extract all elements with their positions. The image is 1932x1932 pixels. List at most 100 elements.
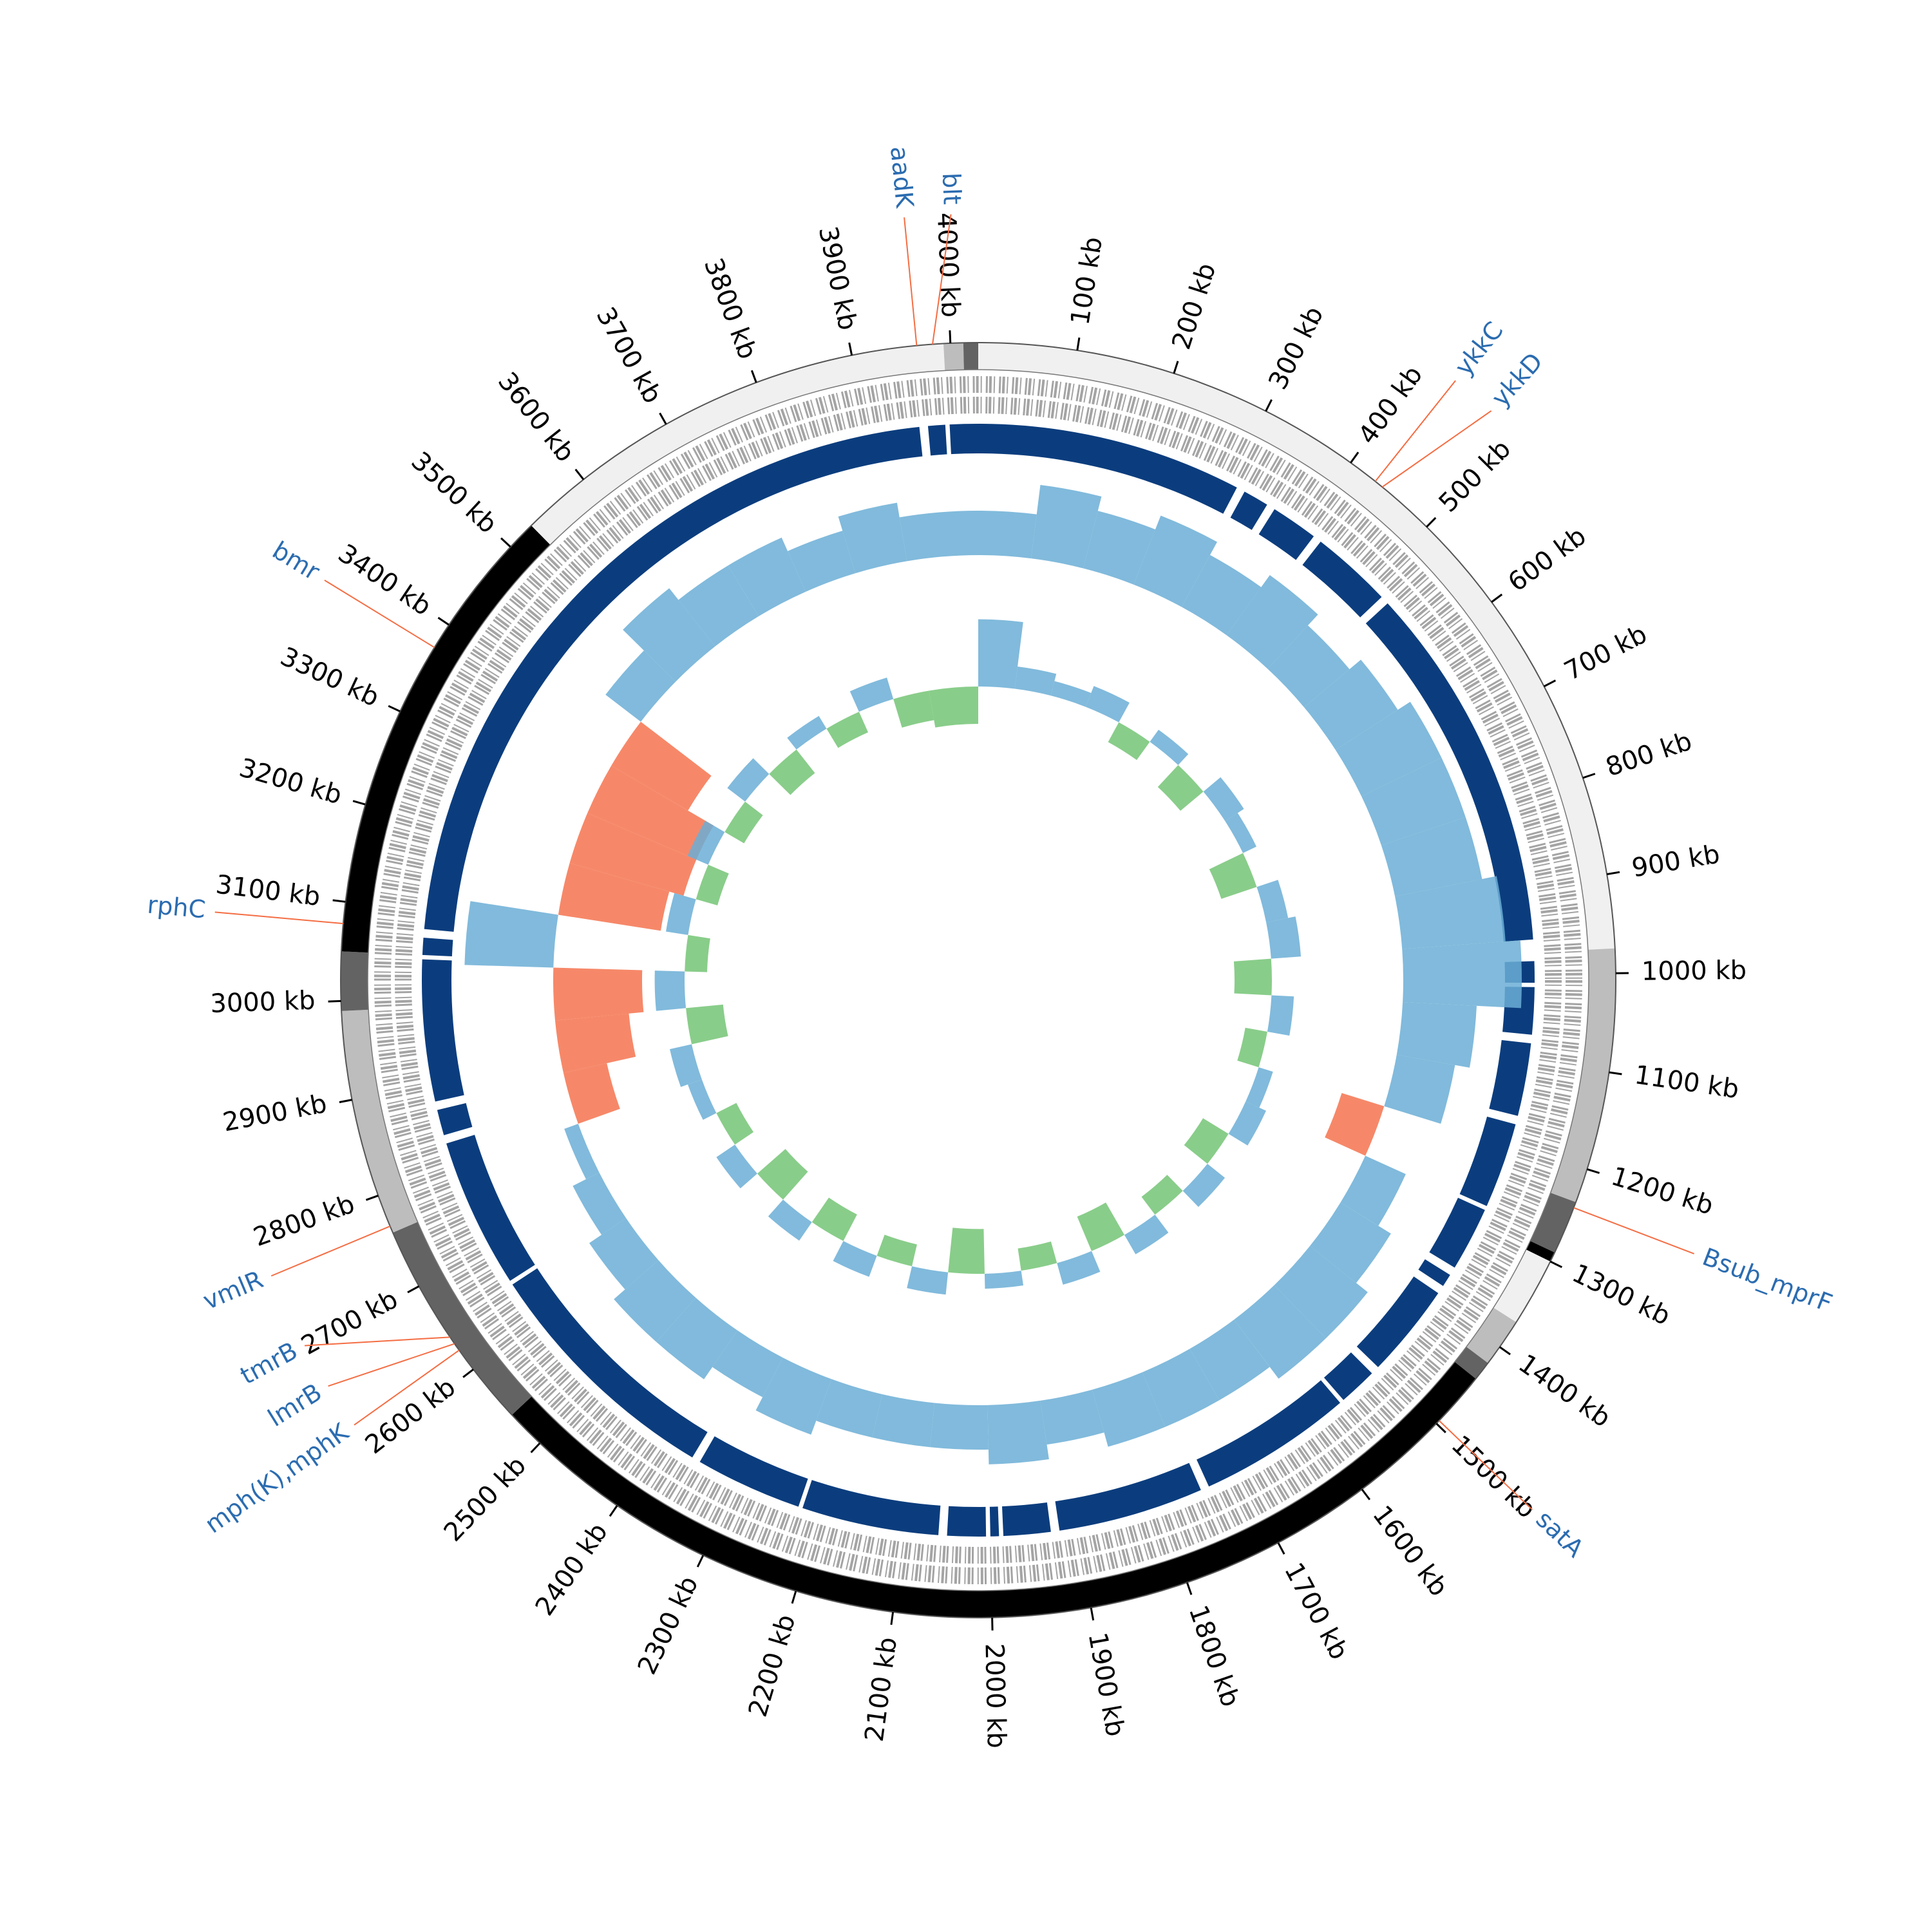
gc-content-bar xyxy=(1228,1101,1266,1146)
block xyxy=(1459,1116,1516,1206)
gc-content-bar xyxy=(826,712,869,748)
gc-skew-bar xyxy=(1181,554,1262,636)
gc-skew-bar xyxy=(1189,1320,1270,1401)
outer-edge xyxy=(340,342,1616,1618)
gc-skew-bar xyxy=(1340,1155,1406,1226)
gc-content-bar xyxy=(1266,916,1302,959)
tick-mark xyxy=(1277,1542,1285,1555)
tick-mark xyxy=(407,1285,420,1294)
gc-skew-bar xyxy=(728,537,806,616)
tick-mark xyxy=(1543,679,1557,688)
gc-content-bar xyxy=(654,971,687,1011)
block xyxy=(989,1506,999,1537)
tick-mark xyxy=(609,1505,618,1517)
tick-mark xyxy=(352,800,366,806)
block xyxy=(512,1268,708,1458)
gc-skew-bar xyxy=(987,1400,1049,1464)
block xyxy=(978,424,1237,514)
tick-label: 4000 kb xyxy=(931,212,965,318)
tick-mark xyxy=(388,705,401,712)
tick-mark xyxy=(949,330,952,344)
annotation-line xyxy=(324,580,435,649)
gc-skew-bar xyxy=(930,1403,989,1450)
contig xyxy=(341,525,551,953)
gc-content-bar xyxy=(1124,1215,1169,1255)
gc-content-bar xyxy=(833,1241,877,1277)
gc-skew-bar xyxy=(564,1124,600,1180)
gc-content-bar xyxy=(1225,813,1256,853)
gc-content-bar xyxy=(1057,1251,1101,1285)
tick-mark xyxy=(1609,1071,1622,1075)
gc-skew-bar xyxy=(1267,625,1350,708)
tick-mark xyxy=(365,1195,379,1201)
tick-label: 1000 kb xyxy=(1642,956,1747,987)
gc-skew-bar xyxy=(558,863,670,931)
contig xyxy=(511,1361,1476,1618)
gc-content-bar xyxy=(1157,764,1204,811)
block xyxy=(699,1436,808,1507)
gc-skew-bar xyxy=(1384,1054,1455,1124)
tick-mark xyxy=(1499,1346,1511,1356)
contig xyxy=(1550,948,1616,1202)
gc-content-bar xyxy=(1150,730,1189,765)
gc-content-bar xyxy=(978,619,1023,689)
gc-skew-bar xyxy=(587,766,714,860)
gc-skew-bar xyxy=(589,1218,659,1290)
tick-mark xyxy=(530,1442,541,1454)
contig xyxy=(341,1009,418,1233)
gc-skew-bar xyxy=(1402,940,1522,1009)
tick-mark xyxy=(574,468,585,480)
gc-content-bar xyxy=(716,1103,754,1145)
block xyxy=(949,424,978,455)
gc-skew-bar xyxy=(1303,659,1398,750)
gene-ring-divider xyxy=(391,393,1566,1567)
annotation-line xyxy=(214,911,343,925)
contig xyxy=(1530,1193,1577,1253)
tick-mark xyxy=(1587,1168,1600,1174)
tick-mark xyxy=(1350,451,1359,464)
gc-skew-bar xyxy=(1396,1001,1477,1068)
gc-skew-bar xyxy=(899,511,978,562)
gc-content-bar xyxy=(1050,681,1092,707)
gc-skew-bar xyxy=(569,813,697,896)
annotation-line xyxy=(904,217,918,346)
gc-content-bar xyxy=(929,687,978,728)
tick-mark xyxy=(1582,773,1596,779)
tick-mark xyxy=(696,1555,705,1567)
block xyxy=(1429,1197,1485,1268)
annotation-line xyxy=(932,214,952,345)
gc-content-bar xyxy=(685,934,710,972)
gc-content-bar xyxy=(1256,880,1289,923)
block xyxy=(1197,1380,1340,1487)
gc-skew-bar xyxy=(614,1260,696,1342)
tick-mark xyxy=(339,1099,352,1103)
gc-skew-bar xyxy=(678,565,759,647)
gc-skew-bar xyxy=(623,588,715,682)
block xyxy=(1365,603,1533,942)
gc-skew-bar xyxy=(553,967,644,1021)
gc-skew-bar xyxy=(1381,817,1482,897)
gc-content-bar xyxy=(716,1144,757,1189)
gc-content-bar xyxy=(1237,1027,1267,1068)
gc-skew-bar xyxy=(1040,1389,1104,1445)
gc-skew-bar xyxy=(573,1172,627,1235)
block xyxy=(437,1103,473,1135)
block xyxy=(446,1135,535,1281)
gc-content-bar xyxy=(727,758,770,802)
tick-mark xyxy=(1549,1260,1562,1269)
annotation-line xyxy=(354,1349,460,1426)
contig xyxy=(340,951,369,1011)
gc-skew-bar xyxy=(978,511,1037,559)
annotation-line xyxy=(1381,410,1492,488)
gc-content-bar xyxy=(686,1004,728,1045)
annotation-line xyxy=(304,1336,450,1347)
tick-mark xyxy=(332,899,346,903)
contig xyxy=(531,343,945,545)
gc-content-bar xyxy=(687,1079,717,1120)
gc-skew-bar xyxy=(554,1013,636,1073)
gc-skew-bar xyxy=(1274,1245,1368,1339)
block xyxy=(802,1480,941,1535)
gc-content-bar xyxy=(1182,1164,1226,1208)
contig xyxy=(1526,1241,1555,1262)
block xyxy=(1323,1352,1372,1400)
